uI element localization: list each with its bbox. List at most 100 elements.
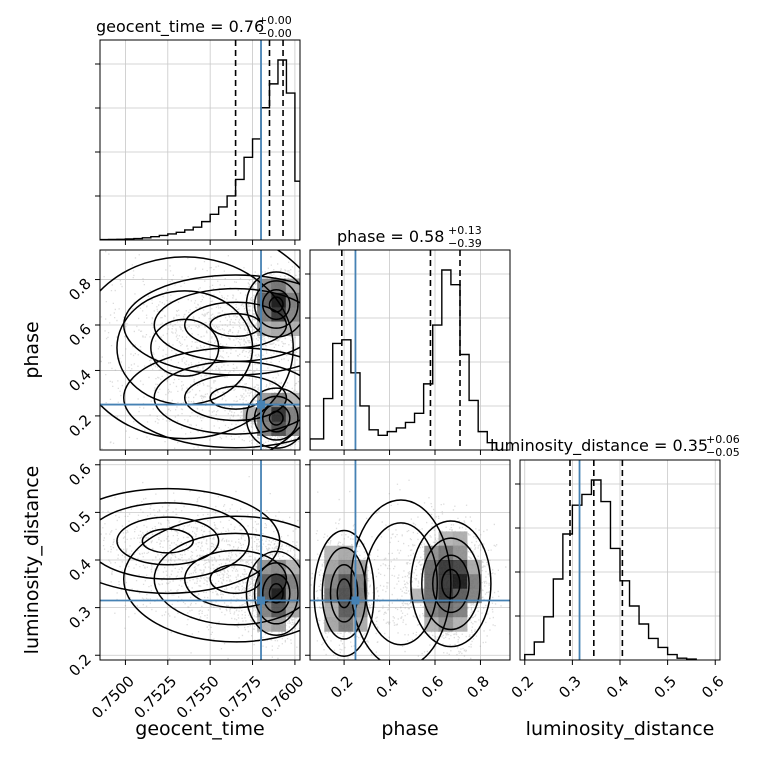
phase-y-tick-label-0: 0.2	[65, 411, 95, 441]
title-luminosity-distance: luminosity_distance = 0.35 +0.06 −0.05	[490, 433, 740, 459]
luminosity-distance-y-tick-label-3: 0.5	[65, 507, 95, 537]
luminosity-distance-hist-content	[524, 460, 697, 660]
luminosity-distance-vs-phase-contour-1-1	[431, 554, 470, 614]
x-axis-label-phase: phase	[381, 718, 438, 740]
geocent-time-hist-frame	[99, 39, 301, 241]
luminosity-distance-vs-phase-density-cell	[424, 574, 439, 589]
luminosity-distance-vs-geocent-time-contour-0-1	[261, 573, 291, 614]
luminosity-distance-x-tick-label-2: 0.4	[603, 672, 633, 702]
x-axis-label-luminosity-distance: luminosity_distance	[526, 718, 715, 740]
luminosity-distance-y-tick-label-2: 0.4	[65, 555, 95, 585]
luminosity-distance-vs-phase-contour-2-3	[350, 499, 452, 660]
phase-vs-geocent-time-content	[100, 250, 300, 450]
phase-vs-geocent-time-contour-0-1	[261, 289, 291, 321]
luminosity-distance-vs-geocent-time-density-cell	[271, 602, 287, 618]
panel-luminosity-distance-vs-geocent-time	[95, 459, 301, 665]
luminosity-distance-vs-phase-truth-marker	[351, 596, 360, 605]
panel-phase-histogram	[305, 249, 511, 455]
title-luminosity-distance-plus: +0.06	[706, 433, 740, 446]
title-geocent-time-main: geocent_time = 0.76	[96, 17, 264, 37]
luminosity-distance-y-tick-label-1: 0.3	[65, 603, 95, 633]
luminosity-distance-x-tick-label-1: 0.3	[555, 672, 585, 702]
luminosity-distance-vs-phase-contour-0-1	[329, 564, 359, 623]
luminosity-distance-vs-phase-content	[310, 460, 510, 660]
phase-vs-geocent-time-contour-3-3	[123, 346, 300, 449]
luminosity-distance-vs-geocent-time-density-cell	[285, 602, 300, 618]
luminosity-distance-vs-geocent-time-frame	[99, 459, 301, 661]
panel-luminosity-distance-histogram	[515, 459, 721, 665]
title-phase-main: phase = 0.58	[337, 227, 444, 246]
luminosity-distance-vs-phase-density-cell	[324, 617, 339, 632]
geocent-time-x-tick-label-1: 0.7525	[130, 672, 180, 722]
luminosity-distance-vs-geocent-time-truth-marker	[257, 596, 266, 605]
geocent-time-x-tick-label-4: 0.7600	[258, 672, 308, 722]
y-axis-label-phase: phase	[21, 321, 43, 378]
luminosity-distance-x-tick-label-3: 0.5	[651, 672, 681, 702]
luminosity-distance-vs-geocent-time-contour-2-3	[100, 487, 281, 595]
luminosity-distance-vs-phase-density-cell	[438, 602, 454, 618]
luminosity-distance-vs-phase-density-cell	[438, 545, 454, 561]
geocent-time-x-tick-label-3: 0.7575	[215, 672, 265, 722]
phase-vs-geocent-time-contour-3-2	[153, 360, 300, 435]
luminosity-distance-y-tick-label-4: 0.6	[65, 460, 95, 490]
geocent-time-x-tick-label-2: 0.7550	[173, 672, 223, 722]
title-geocent-time-plus: +0.00	[258, 14, 292, 27]
phase-histogram-step	[310, 269, 498, 450]
title-phase-minus: −0.39	[448, 237, 482, 250]
luminosity-distance-vs-geocent-time-contour-2-2	[100, 502, 250, 580]
phase-y-tick-label-2: 0.6	[65, 320, 95, 350]
luminosity-distance-vs-geocent-time-density-cell	[271, 560, 287, 575]
phase-vs-geocent-time-contour-4-0	[150, 318, 220, 377]
phase-vs-geocent-time-contour-4-2	[100, 256, 294, 440]
title-geocent-time: geocent_time = 0.76 +0.00 −0.00	[96, 14, 292, 40]
phase-hist-frame	[309, 249, 511, 451]
luminosity-distance-vs-geocent-time-density-cell	[271, 574, 287, 589]
geocent-time-hist-content	[100, 40, 300, 240]
phase-x-tick-label-0: 0.2	[327, 672, 357, 702]
luminosity-distance-vs-geocent-time-contour-1-1	[183, 549, 288, 609]
luminosity-distance-vs-phase-density-cell	[324, 588, 339, 604]
luminosity-distance-vs-geocent-time-contour-2-1	[116, 516, 220, 566]
luminosity-distance-vs-geocent-time-content	[100, 460, 300, 660]
phase-vs-geocent-time-truth-marker	[257, 400, 266, 409]
luminosity-distance-vs-phase-contour-1-2	[421, 537, 481, 631]
phase-hist-content	[310, 250, 498, 450]
geocent-time-x-tick-label-0: 0.7500	[88, 672, 138, 722]
phase-x-tick-label-2: 0.6	[418, 672, 448, 702]
luminosity-distance-vs-phase-contour-2-2	[363, 522, 439, 646]
title-phase: phase = 0.58 +0.13 −0.39	[337, 224, 482, 250]
title-phase-plus: +0.13	[448, 224, 482, 237]
phase-vs-geocent-time-frame	[99, 249, 301, 451]
phase-x-tick-label-1: 0.4	[372, 672, 402, 702]
luminosity-distance-hist-frame	[519, 459, 721, 661]
luminosity-distance-vs-phase-contour-1-3	[410, 520, 492, 648]
luminosity-distance-vs-phase-density-cell	[410, 588, 425, 604]
luminosity-distance-vs-phase-density-cell	[452, 588, 468, 604]
luminosity-distance-x-tick-label-4: 0.6	[698, 672, 728, 702]
luminosity-distance-vs-phase-density-cell	[424, 617, 439, 632]
panel-geocent-time-histogram	[95, 39, 301, 245]
luminosity-distance-vs-geocent-time-density-cell	[271, 617, 287, 632]
luminosity-distance-histogram-step	[524, 479, 697, 660]
title-geocent-time-minus: −0.00	[258, 27, 292, 40]
luminosity-distance-vs-phase-density-cell	[467, 560, 482, 575]
luminosity-distance-vs-geocent-time-contour-0-2	[253, 562, 299, 625]
luminosity-distance-vs-geocent-time-contour-1-3	[123, 515, 300, 643]
phase-y-tick-label-1: 0.4	[65, 366, 95, 396]
luminosity-distance-vs-phase-density-cell	[338, 560, 354, 575]
luminosity-distance-vs-geocent-time-contour-2-0	[141, 528, 194, 554]
x-axis-label-geocent-time: geocent_time	[135, 718, 264, 740]
phase-vs-geocent-time-contour-1-3	[245, 387, 300, 449]
luminosity-distance-vs-phase-contour-0-2	[321, 546, 367, 640]
panel-phase-vs-geocent-time	[95, 249, 301, 455]
luminosity-distance-vs-geocent-time-contour-0-0	[268, 583, 284, 604]
geocent-time-histogram-step	[100, 59, 300, 240]
phase-x-tick-label-3: 0.8	[463, 672, 493, 702]
luminosity-distance-vs-phase-contour-0-3	[313, 529, 375, 657]
luminosity-distance-vs-phase-density-cell	[324, 545, 339, 561]
y-axis-label-luminosity-distance: luminosity_distance	[21, 466, 43, 655]
title-luminosity-distance-minus: −0.05	[706, 446, 740, 459]
luminosity-distance-x-tick-label-0: 0.2	[508, 672, 538, 702]
luminosity-distance-vs-phase-frame	[309, 459, 511, 661]
